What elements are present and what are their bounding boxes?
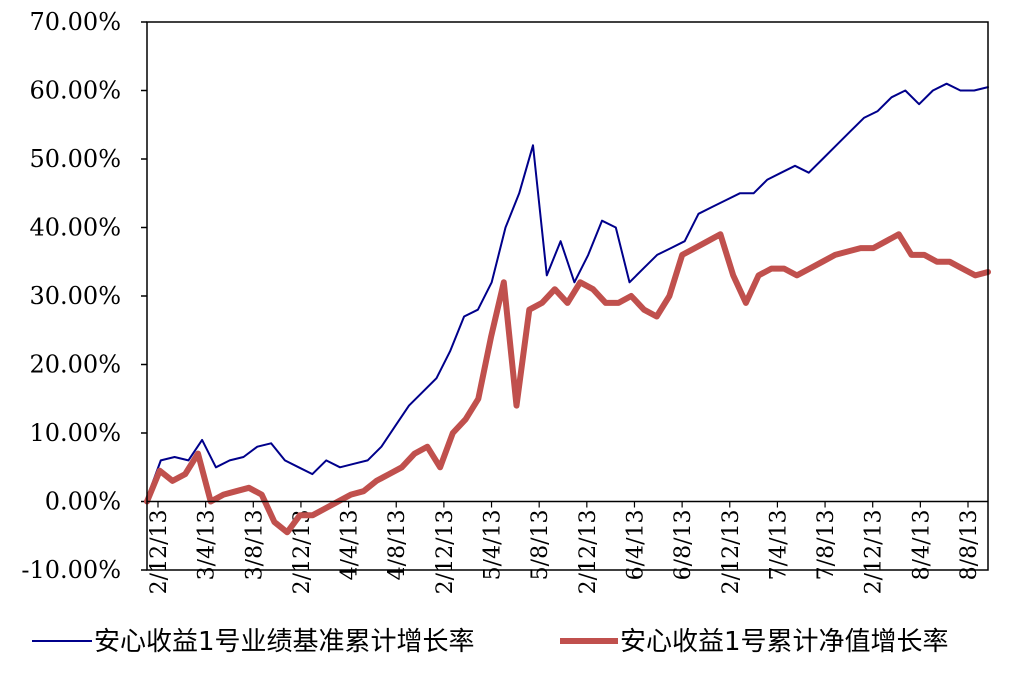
x-tick-label: 5/4/13 bbox=[481, 510, 506, 581]
y-tick-label: 50.00% bbox=[29, 145, 121, 173]
legend: 安心收益1号业绩基准累计增长率 安心收益1号累计净值增长率 bbox=[32, 627, 949, 657]
y-tick-label: -10.00% bbox=[21, 556, 121, 584]
x-tick-label: 4/4/13 bbox=[338, 510, 363, 581]
x-tick-label: 2/12/13 bbox=[147, 510, 172, 595]
y-tick-label: 60.00% bbox=[29, 77, 121, 105]
y-tick-label: 20.00% bbox=[29, 351, 121, 379]
series-layer bbox=[144, 82, 991, 536]
y-axis-ticks: -10.00% 0.00% 10.00% 20.00% 30.00% 40.00% 50.0… bbox=[21, 8, 147, 584]
x-tick-label: 2/12/13 bbox=[576, 510, 601, 595]
y-tick-label: 30.00% bbox=[29, 282, 121, 310]
y-tick-label: 40.00% bbox=[29, 214, 121, 242]
x-tick-label: 2/12/13 bbox=[433, 510, 458, 595]
x-tick-label: 6/8/13 bbox=[671, 510, 696, 581]
y-tick-label: 10.00% bbox=[29, 419, 121, 447]
x-tick-label: 8/8/13 bbox=[957, 510, 982, 581]
x-tick-label: 8/4/13 bbox=[909, 510, 934, 581]
legend-label-nav: 安心收益1号累计净值增长率 bbox=[620, 627, 949, 657]
x-tick-label: 6/4/13 bbox=[623, 510, 648, 581]
x-tick-label: 3/8/13 bbox=[242, 510, 267, 581]
y-tick-label: 0.00% bbox=[45, 488, 121, 516]
x-tick-label: 7/8/13 bbox=[814, 510, 839, 581]
plot-frame bbox=[146, 21, 989, 571]
x-tick-label: 7/4/13 bbox=[766, 510, 791, 581]
x-tick-label: 4/8/13 bbox=[385, 510, 410, 581]
x-tick-label: 3/4/13 bbox=[195, 510, 220, 581]
legend-label-benchmark: 安心收益1号业绩基准累计增长率 bbox=[94, 627, 475, 657]
y-tick-label: 70.00% bbox=[29, 8, 121, 36]
x-tick-label: 2/12/13 bbox=[862, 510, 887, 595]
x-axis-ticks: 2/12/13 3/4/13 3/8/13 2/12/13 4/4/13 4/8/13 2/… bbox=[147, 501, 982, 595]
x-tick-label: 2/12/13 bbox=[719, 510, 744, 595]
x-tick-label: 5/8/13 bbox=[528, 510, 553, 581]
series-line-benchmark bbox=[146, 82, 989, 500]
series-line-nav bbox=[144, 231, 991, 536]
